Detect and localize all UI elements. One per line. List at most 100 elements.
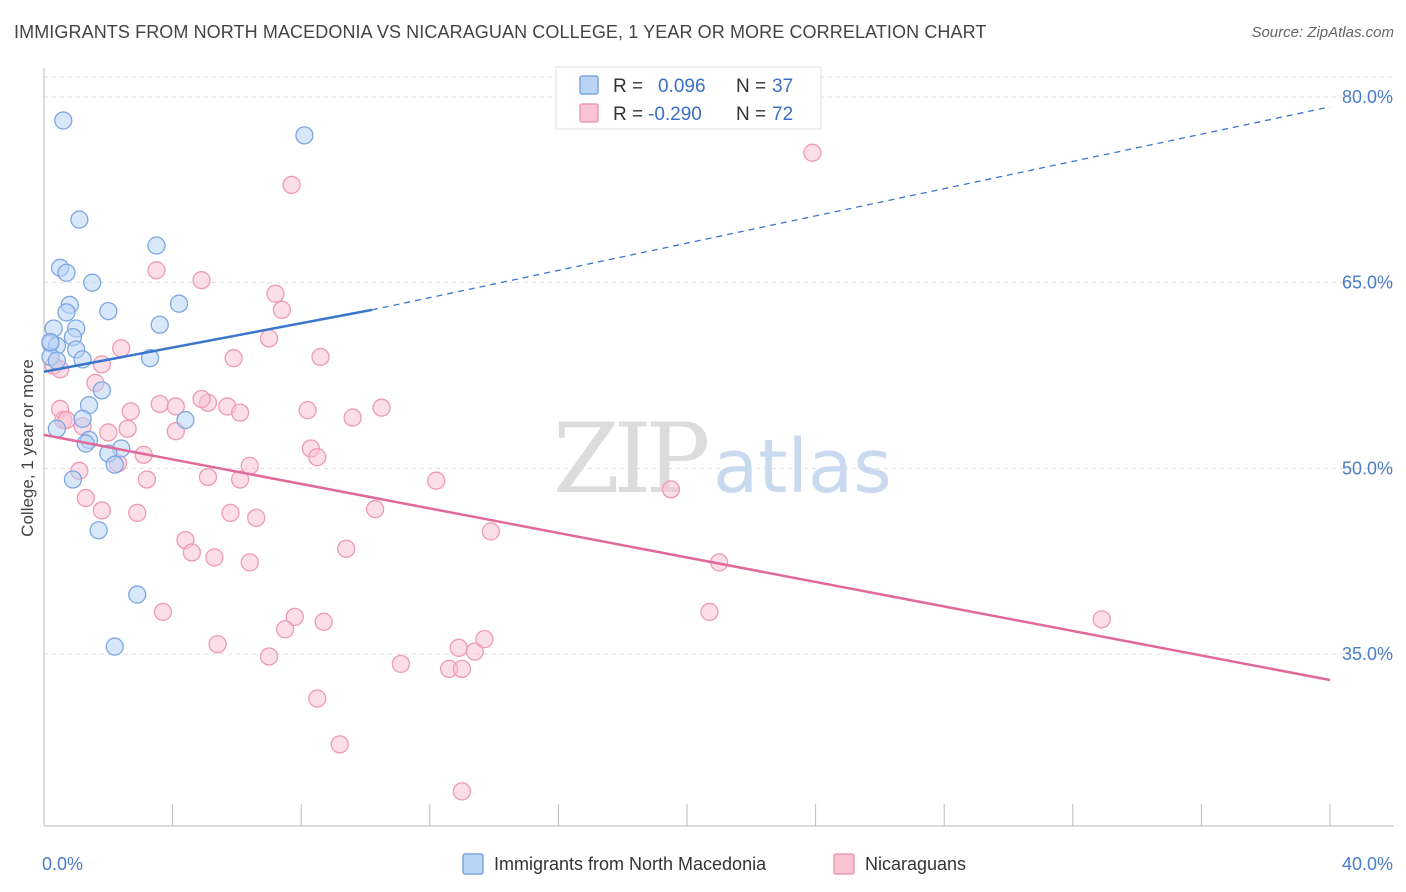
- point-series2-41: [661, 480, 681, 499]
- point-series2-47: [247, 508, 266, 527]
- point-series2-28: [118, 419, 137, 438]
- point-series2-1: [282, 175, 301, 195]
- point-series2-3: [192, 271, 211, 290]
- point-series2-16: [192, 389, 211, 409]
- point-series1-36: [47, 351, 67, 370]
- legend-top-box: [555, 66, 822, 130]
- watermark-atlas: atlas: [713, 424, 892, 510]
- point-series2-60: [275, 620, 295, 639]
- trend-line-series2: [43, 433, 1331, 682]
- point-series2-21: [230, 403, 250, 422]
- bottom-legend-label-series1: Immigrants from North Macedonia: [494, 854, 767, 874]
- point-series2-37: [198, 467, 218, 487]
- point-series2-52: [205, 548, 224, 567]
- point-series2-30: [99, 423, 118, 442]
- point-series1-6: [83, 273, 102, 292]
- point-series1-5: [57, 263, 76, 282]
- x-tick-label-0: 0.0%: [42, 854, 83, 874]
- point-series2-70: [452, 782, 472, 801]
- point-series1-20: [140, 349, 160, 368]
- legend-swatch-series1: [579, 75, 599, 95]
- point-series2-61: [208, 634, 227, 654]
- bottom-legend-label-series2: Nicaraguans: [865, 854, 966, 874]
- point-series1-33: [128, 585, 147, 604]
- point-series2-48: [481, 522, 501, 541]
- point-series2-53: [240, 553, 259, 572]
- point-series1-32: [89, 521, 108, 540]
- point-series2-9: [311, 347, 330, 367]
- point-series1-3: [147, 236, 166, 255]
- point-series1-1: [295, 126, 314, 145]
- legend-swatch-series2: [579, 103, 599, 123]
- point-series2-55: [153, 602, 173, 622]
- point-series2-63: [465, 642, 484, 661]
- legend-r-label-2: R =: [613, 104, 643, 125]
- legend-n-value-2: 72: [772, 104, 793, 125]
- bottom-legend-swatch-series1: [462, 853, 484, 875]
- point-series1-7: [99, 301, 118, 321]
- point-series2-7: [112, 339, 131, 358]
- point-series1-30: [105, 455, 124, 474]
- y-tick-label-2: 65.0%: [1342, 273, 1393, 293]
- legend-r-value-2: -0.290: [648, 104, 702, 125]
- point-series1-24: [176, 410, 195, 430]
- legend-top: R = 0.096 N = 37 R = -0.290 N = 72: [555, 66, 822, 130]
- points-layer: [41, 111, 1111, 801]
- trend-layer: [43, 106, 1331, 682]
- point-series2-40: [427, 471, 446, 490]
- point-series2-66: [391, 654, 411, 674]
- point-series2-45: [128, 503, 147, 523]
- point-series2-14: [150, 394, 169, 414]
- point-series2-19: [372, 398, 391, 417]
- point-series2-65: [259, 647, 279, 666]
- point-series2-33: [308, 448, 327, 467]
- chart-source: Source: ZipAtlas.com: [1251, 24, 1394, 41]
- bottom-legend-swatch-series2: [833, 853, 855, 875]
- point-series2-0: [803, 143, 822, 162]
- point-series1-34: [105, 637, 124, 656]
- trend-line-series1: [43, 308, 373, 374]
- legend-n-value-1: 37: [772, 76, 793, 97]
- point-series1-31: [63, 470, 83, 489]
- point-series2-69: [330, 735, 349, 754]
- point-series2-56: [700, 602, 719, 622]
- chart-title: IMMIGRANTS FROM NORTH MACEDONIA VS NICAR…: [14, 22, 987, 42]
- point-series2-58: [314, 612, 333, 631]
- point-series2-42: [76, 488, 95, 508]
- point-series2-4: [266, 284, 285, 303]
- point-series2-57: [285, 607, 304, 627]
- point-series2-20: [298, 401, 317, 420]
- legend-r-value-1: 0.096: [658, 76, 706, 97]
- legend-n-label-1: N =: [736, 76, 766, 97]
- point-series1-21: [92, 381, 112, 400]
- point-series2-59: [1092, 610, 1111, 629]
- legend-bottom: Immigrants from North Macedonia Nicaragu…: [462, 853, 966, 875]
- point-series1-8: [169, 294, 189, 313]
- watermark-zip: ZIP: [553, 403, 708, 515]
- point-series2-39: [137, 470, 157, 489]
- point-series1-0: [54, 111, 73, 130]
- point-series2-43: [365, 500, 385, 519]
- axis-layer: 35.0% 50.0% 65.0% 80.0% 0.0% 40.0%: [42, 68, 1394, 874]
- point-series2-22: [121, 402, 140, 421]
- point-series2-46: [221, 503, 240, 523]
- point-series2-2: [147, 261, 166, 280]
- point-series1-10: [57, 303, 76, 322]
- point-series2-51: [337, 539, 356, 558]
- point-series2-44: [92, 501, 112, 520]
- point-series2-23: [343, 408, 362, 427]
- point-series2-50: [182, 543, 202, 562]
- point-series2-11: [92, 355, 112, 374]
- y-axis-label: College, 1 year or more: [18, 359, 37, 537]
- point-series1-23: [73, 409, 92, 428]
- trend-line-series1-extension: [371, 106, 1331, 311]
- legend-r-label-1: R =: [613, 76, 643, 97]
- legend-n-label-2: N =: [736, 104, 766, 125]
- point-series2-71: [452, 659, 472, 679]
- point-series2-68: [308, 689, 327, 708]
- point-series2-38: [230, 470, 250, 489]
- point-series2-8: [224, 349, 243, 368]
- point-series2-62: [449, 638, 468, 657]
- point-series2-18: [166, 397, 185, 416]
